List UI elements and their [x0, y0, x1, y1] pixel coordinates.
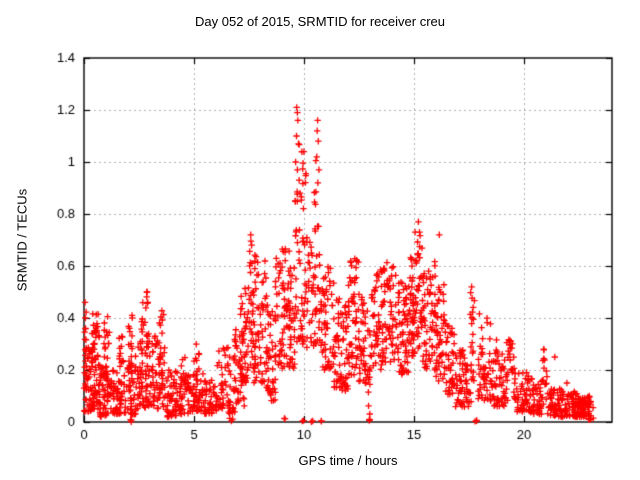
x-axis-title: GPS time / hours: [298, 453, 398, 468]
chart-title: Day 052 of 2015, SRMTID for receiver cre…: [195, 14, 445, 29]
y-axis-title: SRMTID / TECUs: [14, 188, 30, 292]
